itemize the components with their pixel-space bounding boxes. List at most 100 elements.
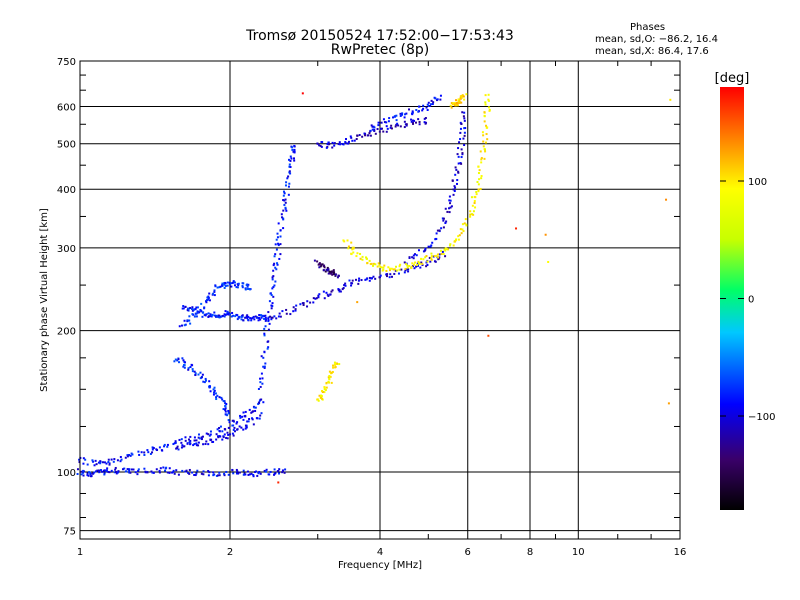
data-point — [250, 472, 253, 475]
data-point — [302, 303, 305, 306]
data-point — [258, 417, 261, 420]
data-point — [160, 449, 163, 452]
data-point — [356, 252, 359, 255]
data-point — [218, 471, 221, 474]
data-point — [210, 315, 213, 318]
data-point — [168, 467, 171, 470]
data-point — [328, 374, 331, 377]
data-point — [257, 319, 260, 322]
data-point — [187, 471, 190, 474]
data-point — [411, 256, 414, 259]
data-point — [214, 284, 217, 287]
data-point — [247, 318, 250, 321]
data-point — [412, 122, 415, 125]
data-point — [438, 229, 441, 232]
data-point — [78, 458, 81, 461]
data-point — [336, 276, 339, 279]
data-point — [237, 282, 240, 285]
data-point — [215, 396, 218, 399]
data-point — [405, 268, 408, 271]
data-point — [280, 213, 283, 216]
data-point — [285, 209, 288, 212]
data-point — [388, 269, 391, 272]
data-point — [350, 241, 353, 244]
data-point — [461, 152, 464, 155]
data-point — [202, 473, 205, 476]
data-point — [306, 300, 309, 303]
data-point — [299, 303, 302, 306]
data-point — [99, 462, 102, 465]
data-point — [442, 252, 445, 255]
data-point — [183, 445, 186, 448]
data-point — [268, 473, 271, 476]
data-point — [291, 148, 294, 151]
data-point — [403, 261, 406, 264]
data-point — [471, 204, 474, 207]
data-point — [119, 455, 122, 458]
data-point — [452, 193, 455, 196]
data-point — [147, 451, 150, 454]
data-point — [355, 138, 358, 141]
data-point — [238, 315, 241, 318]
data-point — [128, 468, 131, 471]
data-point — [369, 134, 372, 137]
data-point — [203, 306, 206, 309]
data-point — [422, 104, 425, 107]
x-tick-label: 4 — [377, 547, 383, 558]
data-point — [292, 150, 295, 153]
data-point — [425, 265, 428, 268]
data-point — [326, 293, 329, 296]
data-point — [262, 365, 265, 368]
data-point — [426, 260, 429, 263]
data-point — [114, 466, 117, 469]
data-point — [320, 263, 323, 266]
data-point — [91, 459, 94, 462]
data-point — [227, 409, 230, 412]
data-point — [228, 421, 231, 424]
data-point — [403, 126, 406, 129]
data-point — [422, 107, 425, 110]
data-point — [235, 468, 238, 471]
chart-subtitle: RwPretec (8p) — [331, 42, 429, 58]
data-point — [347, 247, 350, 250]
data-point — [333, 142, 336, 145]
data-point — [271, 287, 274, 290]
data-point — [207, 312, 210, 315]
data-point — [94, 459, 97, 462]
data-point — [388, 276, 391, 279]
data-point — [223, 474, 226, 477]
data-point — [460, 148, 463, 151]
data-point — [267, 346, 270, 349]
data-point — [244, 473, 247, 476]
data-point — [115, 472, 118, 475]
data-point — [472, 210, 475, 213]
data-point — [138, 453, 141, 456]
data-point — [323, 386, 326, 389]
data-point — [209, 433, 212, 436]
data-point — [264, 362, 267, 365]
data-point — [355, 255, 358, 258]
data-point — [393, 272, 396, 275]
data-point — [441, 217, 444, 220]
data-point — [385, 121, 388, 124]
data-point — [327, 380, 330, 383]
data-point — [258, 470, 261, 473]
data-point — [158, 471, 161, 474]
data-point — [264, 325, 267, 328]
data-point — [484, 150, 487, 153]
data-point — [475, 193, 478, 196]
data-point — [97, 461, 100, 464]
data-point — [330, 290, 333, 293]
data-point — [477, 183, 480, 186]
data-point — [184, 305, 187, 308]
data-point — [279, 229, 282, 232]
data-point — [149, 452, 152, 455]
data-point — [259, 314, 262, 317]
data-point — [273, 473, 276, 476]
data-point — [290, 157, 293, 160]
data-point — [242, 411, 245, 414]
data-point — [212, 391, 215, 394]
data-point — [395, 123, 398, 126]
data-point — [433, 96, 436, 99]
data-point — [166, 445, 169, 448]
